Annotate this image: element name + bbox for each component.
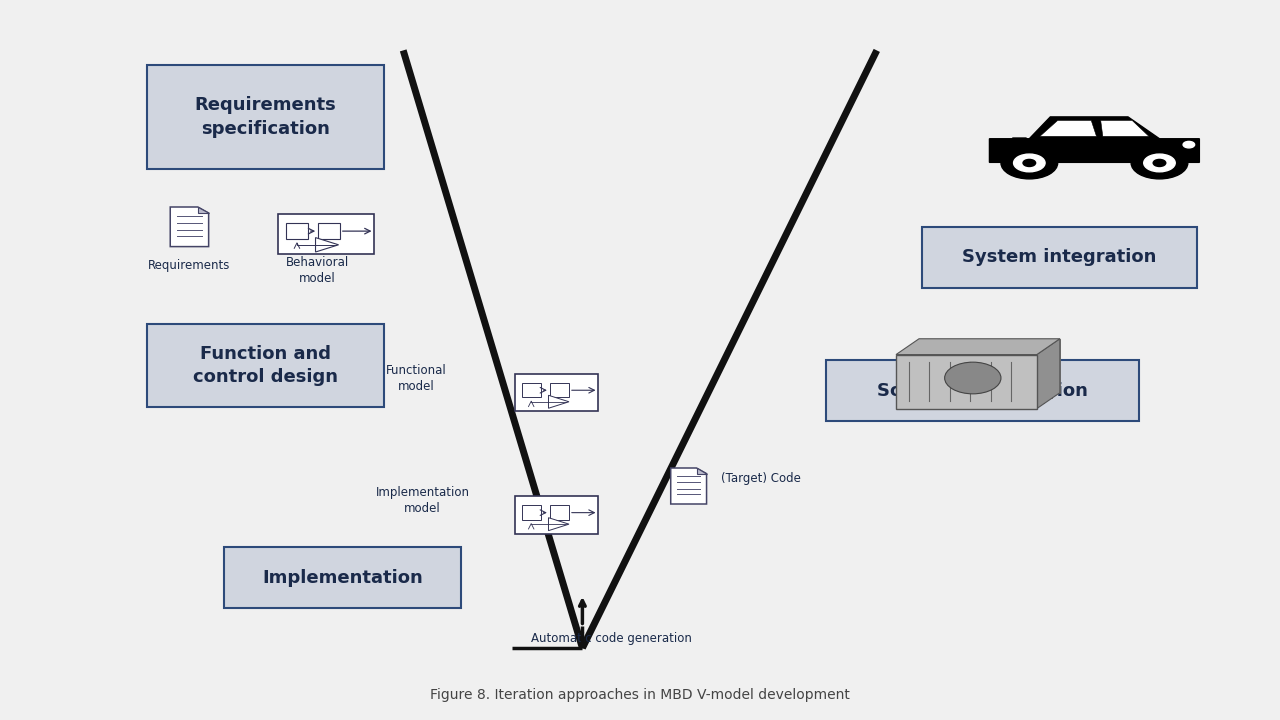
FancyBboxPatch shape (287, 223, 307, 239)
FancyBboxPatch shape (904, 349, 1044, 403)
FancyBboxPatch shape (922, 227, 1197, 288)
Circle shape (1132, 147, 1188, 179)
Polygon shape (1033, 118, 1156, 139)
Circle shape (1183, 141, 1194, 148)
FancyBboxPatch shape (896, 355, 1037, 409)
FancyBboxPatch shape (515, 496, 599, 534)
Circle shape (1014, 154, 1044, 172)
FancyBboxPatch shape (147, 324, 384, 407)
Polygon shape (549, 518, 570, 531)
FancyBboxPatch shape (522, 505, 540, 520)
Text: Requirements
specification: Requirements specification (195, 96, 337, 138)
Circle shape (1001, 147, 1057, 179)
Polygon shape (1039, 120, 1097, 136)
Polygon shape (1101, 120, 1149, 136)
FancyBboxPatch shape (279, 214, 374, 253)
Polygon shape (549, 395, 570, 408)
Text: Automatic code generation: Automatic code generation (531, 632, 692, 645)
Text: Requirements: Requirements (148, 259, 230, 272)
Circle shape (1144, 154, 1175, 172)
Text: Behavioral
model: Behavioral model (285, 256, 349, 284)
Polygon shape (1012, 138, 1029, 143)
FancyBboxPatch shape (826, 360, 1139, 421)
Polygon shape (989, 117, 1199, 162)
Text: (Target) Code: (Target) Code (721, 472, 800, 485)
Text: Software integration: Software integration (877, 382, 1088, 400)
FancyBboxPatch shape (224, 547, 461, 608)
Polygon shape (198, 207, 209, 213)
FancyBboxPatch shape (317, 223, 340, 239)
FancyBboxPatch shape (911, 344, 1052, 398)
FancyBboxPatch shape (515, 374, 599, 411)
Text: Functional
model: Functional model (385, 364, 447, 392)
Circle shape (1153, 159, 1166, 166)
FancyBboxPatch shape (147, 65, 384, 169)
FancyBboxPatch shape (550, 505, 570, 520)
Text: System integration: System integration (963, 248, 1156, 266)
Text: Implementation: Implementation (262, 569, 422, 587)
FancyBboxPatch shape (550, 383, 570, 397)
Text: Function and
control design: Function and control design (193, 345, 338, 386)
Polygon shape (315, 238, 338, 252)
Circle shape (1023, 159, 1036, 166)
Circle shape (945, 362, 1001, 394)
FancyBboxPatch shape (1170, 149, 1183, 158)
Text: Implementation
model: Implementation model (375, 486, 470, 515)
Text: Figure 8. Iteration approaches in MBD V-model development: Figure 8. Iteration approaches in MBD V-… (430, 688, 850, 702)
Polygon shape (696, 468, 707, 474)
Polygon shape (1037, 339, 1060, 409)
Polygon shape (671, 468, 707, 504)
FancyBboxPatch shape (522, 383, 540, 397)
FancyBboxPatch shape (919, 339, 1060, 393)
Polygon shape (170, 207, 209, 246)
Polygon shape (896, 339, 1060, 355)
